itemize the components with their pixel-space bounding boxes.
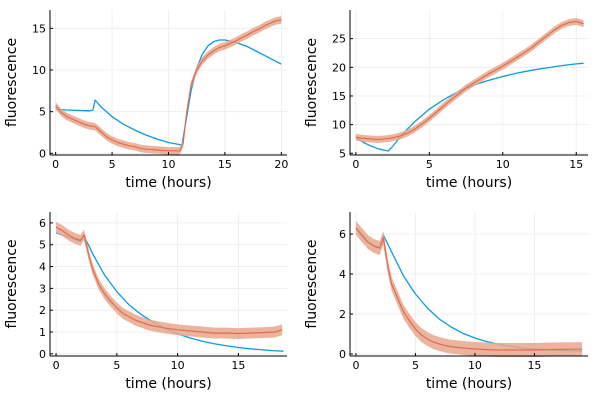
br-series-model-line — [355, 227, 583, 352]
bl-y-tick-label-5: 5 — [39, 239, 46, 252]
br-x-tick-label-0: 0 — [352, 359, 359, 372]
tl-x-axis-label: time (hours) — [125, 175, 211, 191]
br-x-axis-label: time (hours) — [426, 376, 512, 392]
tl-x-tick-label-0: 0 — [52, 158, 59, 171]
tl-x-tick-label-3: 15 — [218, 158, 232, 171]
tr-x-tick-label-3: 15 — [569, 158, 583, 171]
tl-y-tick-label-0: 0 — [39, 147, 46, 160]
tl-y-tick-label-3: 15 — [32, 22, 46, 35]
bl-x-axis-label: time (hours) — [125, 376, 211, 392]
bl-x-tick-label-3: 15 — [231, 359, 245, 372]
bl-x-tick-label-1: 5 — [113, 359, 120, 372]
chart-panel-bl: 0 5 10 15 0 1 2 3 4 5 6 time (hours) fluorescence — [4, 212, 287, 392]
br-y-tick-label-3: 6 — [339, 228, 346, 241]
bl-y-tick-label-0: 0 — [39, 348, 46, 361]
tl-y-tick-label-2: 10 — [32, 64, 46, 77]
bl-x-tick-label-0: 0 — [53, 359, 60, 372]
tr-x-tick-label-1: 5 — [426, 158, 433, 171]
br-x-tick-label-2: 10 — [468, 359, 482, 372]
tr-series-data-mean-line — [355, 20, 584, 141]
br-x-tick-label-3: 15 — [527, 359, 541, 372]
bl-y-tick-label-6: 6 — [39, 217, 46, 230]
bl-series-data-mean-band — [56, 221, 283, 339]
bl-y-axis-label: fluorescence — [4, 239, 20, 328]
bl-series-data-mean-line — [55, 226, 283, 335]
br-y-tick-label-0: 0 — [339, 348, 346, 361]
tr-x-axis-label: time (hours) — [426, 175, 512, 191]
tr-series-data-mean-band — [355, 18, 584, 143]
bl-y-tick-label-2: 2 — [39, 304, 46, 317]
tr-y-tick-label-4: 25 — [332, 33, 346, 46]
bl-x-tick-label-2: 10 — [171, 359, 185, 372]
br-y-tick-label-1: 2 — [339, 308, 346, 321]
chart-panel-br: 0 5 10 15 0 2 4 6 time (hours) fluorescence — [304, 212, 588, 392]
tr-series-model-line — [355, 62, 584, 152]
tr-y-tick-label-1: 10 — [332, 119, 346, 132]
tl-y-tick-label-1: 5 — [39, 106, 46, 119]
br-x-tick-label-1: 5 — [412, 359, 419, 372]
chart-panel-tl: 0 5 10 15 20 0 5 10 15 time (hours) fluorescence — [4, 10, 288, 191]
tr-y-tick-label-2: 15 — [332, 90, 346, 103]
tl-x-tick-label-1: 5 — [109, 158, 116, 171]
tr-y-tick-label-3: 20 — [332, 61, 346, 74]
tr-x-tick-label-2: 10 — [496, 158, 510, 171]
br-y-axis-label: fluorescence — [304, 239, 320, 328]
tl-x-tick-label-2: 10 — [162, 158, 176, 171]
bl-y-tick-label-1: 1 — [39, 326, 46, 339]
bl-y-tick-label-4: 4 — [39, 261, 46, 274]
tl-series-data-mean-band — [55, 16, 282, 155]
tr-y-tick-label-0: 5 — [339, 147, 346, 160]
tl-y-axis-label: fluorescence — [4, 38, 20, 127]
tr-y-axis-label: fluorescence — [304, 38, 320, 127]
br-series-data-mean-band — [355, 221, 583, 357]
bl-y-tick-label-3: 3 — [39, 282, 46, 295]
br-y-tick-label-2: 4 — [339, 268, 346, 281]
br-series-data-mean-line — [355, 227, 583, 351]
tl-series-data-mean-line — [55, 19, 282, 152]
tl-x-tick-label-4: 20 — [274, 158, 288, 171]
tr-x-tick-label-0: 0 — [352, 158, 359, 171]
